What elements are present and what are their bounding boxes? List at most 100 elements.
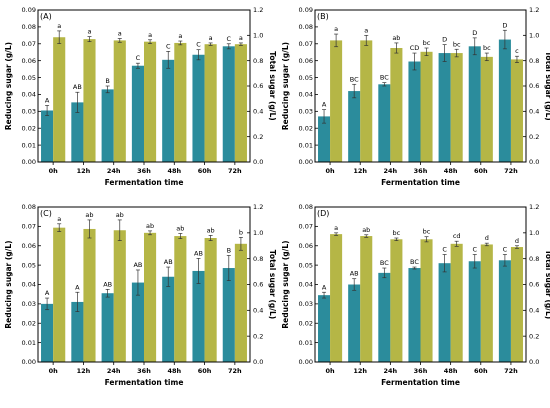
y2-tick-label: 0.2 bbox=[529, 133, 539, 141]
bar-total bbox=[360, 236, 373, 362]
y-tick-label: 0.01 bbox=[299, 339, 313, 347]
y2-tick-label: 0.2 bbox=[253, 332, 263, 340]
y-tick-label: 0.03 bbox=[22, 300, 36, 308]
bar-reducing bbox=[41, 110, 54, 162]
bar-reducing bbox=[71, 102, 84, 162]
significance-label: ab bbox=[116, 211, 124, 219]
y2-tick-label: 0.0 bbox=[529, 158, 539, 166]
y2-tick-label: 1.2 bbox=[529, 6, 539, 14]
significance-label: ab bbox=[146, 222, 154, 230]
y-tick-label: 0.09 bbox=[22, 6, 36, 14]
significance-label: a bbox=[334, 224, 338, 232]
x-tick-label: 12h bbox=[77, 167, 91, 175]
panel-label: (D) bbox=[317, 209, 329, 218]
bar-total bbox=[204, 44, 217, 163]
bar-total bbox=[420, 239, 433, 362]
bar-reducing bbox=[162, 276, 175, 362]
bar-total bbox=[53, 37, 66, 162]
x-tick-label: 12h bbox=[353, 167, 367, 175]
significance-label: AB bbox=[103, 280, 112, 288]
y2-tick-label: 0.0 bbox=[529, 358, 539, 366]
y-tick-label: 0.04 bbox=[299, 281, 313, 289]
bar-reducing bbox=[378, 272, 391, 362]
significance-label: C bbox=[442, 245, 447, 253]
significance-label: C bbox=[166, 42, 171, 50]
bar-reducing bbox=[101, 293, 114, 362]
y-tick-label: 0.00 bbox=[22, 358, 36, 366]
bar-reducing bbox=[131, 282, 144, 362]
significance-label: A bbox=[45, 96, 50, 104]
y2-axis-label: Total sugar (g/L) bbox=[268, 51, 277, 120]
x-tick-label: 12h bbox=[77, 367, 91, 375]
y2-tick-label: 1.0 bbox=[253, 32, 263, 40]
bar-total bbox=[480, 56, 493, 162]
bar-reducing bbox=[378, 84, 391, 162]
y2-tick-label: 0.4 bbox=[529, 108, 539, 116]
chart-panel-2: Aa0hBCa12hBCab24hCDbc36hDbc48hDbc60hDc72… bbox=[281, 6, 550, 187]
bar-total bbox=[510, 59, 523, 162]
bar-total bbox=[234, 243, 247, 362]
bar-reducing bbox=[192, 270, 205, 362]
x-tick-label: 24h bbox=[384, 167, 398, 175]
y-tick-label: 0.05 bbox=[299, 261, 313, 269]
x-tick-label: 72h bbox=[504, 167, 518, 175]
bar-reducing bbox=[101, 89, 114, 162]
panel-label: (C) bbox=[40, 209, 52, 218]
significance-label: B bbox=[105, 77, 109, 85]
bar-reducing bbox=[222, 268, 235, 362]
significance-label: a bbox=[148, 31, 152, 39]
x-tick-label: 24h bbox=[384, 367, 398, 375]
significance-label: A bbox=[322, 101, 327, 109]
y-axis-label: Reducing sugar (g/L) bbox=[281, 240, 290, 328]
bar-total bbox=[113, 40, 126, 162]
significance-label: b bbox=[239, 228, 243, 236]
significance-label: ab bbox=[207, 226, 215, 234]
significance-label: bc bbox=[423, 39, 431, 47]
y2-tick-label: 0.6 bbox=[529, 281, 539, 289]
bar-reducing bbox=[498, 39, 511, 162]
y2-tick-label: 0.4 bbox=[253, 108, 263, 116]
y-tick-label: 0.01 bbox=[299, 141, 313, 149]
significance-label: ab bbox=[176, 224, 184, 232]
significance-label: C bbox=[196, 41, 201, 49]
significance-label: ab bbox=[362, 226, 370, 234]
bar-reducing bbox=[192, 54, 205, 162]
y-tick-label: 0.07 bbox=[22, 223, 36, 231]
x-tick-label: 36h bbox=[137, 167, 151, 175]
bar-reducing bbox=[162, 59, 175, 163]
significance-label: AB bbox=[350, 270, 359, 278]
bar-total bbox=[144, 41, 157, 162]
y2-tick-label: 0.2 bbox=[253, 133, 263, 141]
bar-reducing bbox=[131, 65, 144, 162]
y2-tick-label: 1.2 bbox=[529, 203, 539, 211]
y-tick-label: 0.02 bbox=[22, 124, 36, 132]
x-tick-label: 24h bbox=[107, 367, 121, 375]
bar-reducing bbox=[71, 301, 84, 362]
x-axis-label: Fermentation time bbox=[381, 178, 460, 187]
y2-tick-label: 1.0 bbox=[529, 229, 539, 237]
x-tick-label: 48h bbox=[167, 367, 181, 375]
significance-label: a bbox=[178, 32, 182, 40]
y2-tick-label: 0.8 bbox=[253, 57, 263, 65]
significance-label: AB bbox=[194, 249, 203, 257]
y2-tick-label: 1.2 bbox=[253, 203, 263, 211]
significance-label: C bbox=[227, 35, 232, 43]
bar-reducing bbox=[468, 46, 481, 162]
y-tick-label: 0.03 bbox=[22, 108, 36, 116]
y2-tick-label: 0.6 bbox=[529, 82, 539, 90]
y-tick-label: 0.05 bbox=[22, 74, 36, 82]
y-tick-label: 0.08 bbox=[299, 203, 313, 211]
bar-total bbox=[144, 232, 157, 362]
y2-axis-label: Total sugar (g/L) bbox=[544, 250, 550, 319]
x-tick-label: 0h bbox=[49, 367, 59, 375]
panel-label: (A) bbox=[40, 12, 52, 21]
bar-reducing bbox=[438, 263, 451, 362]
y-tick-label: 0.02 bbox=[22, 319, 36, 327]
bar-total bbox=[53, 227, 66, 362]
significance-label: a bbox=[57, 22, 61, 30]
y-tick-label: 0.06 bbox=[299, 242, 313, 250]
y-tick-label: 0.05 bbox=[22, 261, 36, 269]
significance-label: AB bbox=[133, 261, 142, 269]
significance-label: ab bbox=[85, 211, 93, 219]
